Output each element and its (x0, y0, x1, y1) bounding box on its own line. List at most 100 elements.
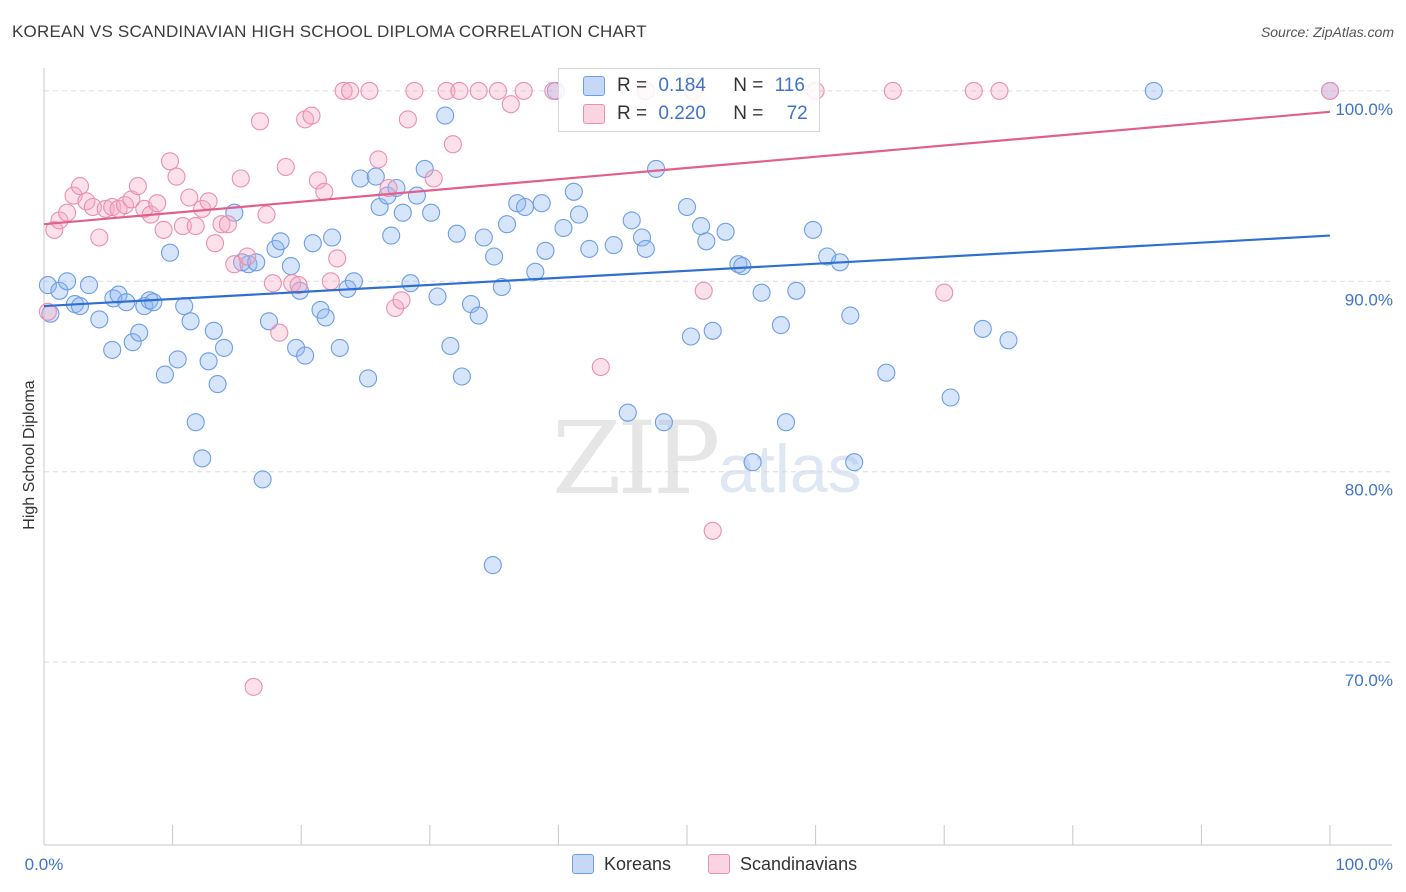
scandinavians-point (270, 323, 289, 342)
axes (43, 68, 1392, 846)
scandinavians-point (405, 81, 424, 100)
koreans-point (647, 159, 666, 178)
scandinavians-point (199, 192, 218, 211)
scandinavians-point (128, 177, 147, 196)
scandinavians-point (250, 112, 270, 131)
scandinavians-point (90, 228, 109, 247)
koreans-point (38, 276, 57, 295)
koreans-point (296, 346, 315, 365)
scandinavians-point (443, 135, 462, 154)
koreans-point (351, 169, 370, 188)
koreans-point (485, 247, 504, 266)
scandinavians-point (263, 274, 282, 293)
legend-n-value: 72 (786, 103, 808, 124)
legend-item-koreans[interactable]: Koreans (572, 852, 671, 876)
koreans-point (382, 226, 401, 245)
koreans-point (580, 239, 599, 258)
legend-item-scandinavians[interactable]: Scandinavians (708, 852, 857, 876)
scandinavians-point (302, 106, 321, 125)
scandinavians-point (450, 81, 469, 100)
koreans-point (1144, 81, 1163, 100)
trend-lines (43, 110, 1331, 308)
koreans-point (941, 388, 960, 407)
koreans-point (50, 281, 69, 300)
koreans-point (604, 236, 623, 255)
koreans-point (79, 276, 99, 295)
koreans-point (973, 319, 992, 338)
koreans-point (90, 310, 109, 329)
scandinavians-point (212, 215, 231, 234)
scandinavians-point (392, 291, 411, 310)
tick-labels: 70.0% 80.0% 90.0% 100.0% 0.0% 100.0% (25, 100, 1393, 874)
scandinavians-point (469, 81, 488, 100)
koreans-point (344, 272, 363, 291)
scandinavians-point (96, 199, 115, 218)
koreans-point (393, 203, 412, 222)
scandinavians-point (38, 302, 57, 321)
scandinavians-point (315, 182, 334, 201)
koreans-point (422, 203, 441, 222)
koreans-point (214, 338, 234, 357)
scandinavians-point (398, 110, 417, 129)
y-tick-label: 80.0% (1345, 481, 1393, 500)
koreans-point (366, 167, 385, 186)
scandinavians-point (334, 81, 353, 100)
koreans-point (441, 336, 460, 356)
scandinavians-point (935, 283, 954, 302)
scandinavians-point (244, 677, 263, 696)
koreans-point (447, 224, 466, 243)
koreans-point (253, 470, 272, 489)
koreans-point (303, 234, 322, 253)
legend-r-label: R = (617, 103, 648, 124)
koreans-point (564, 182, 583, 201)
koreans-point (618, 403, 637, 422)
scandinavians-point (257, 205, 276, 224)
koreans-point (743, 453, 762, 472)
scandinavians-point (514, 81, 533, 100)
koreans-point (845, 453, 864, 472)
scandinavians-point (883, 81, 902, 100)
scandinavians-point (218, 215, 237, 234)
koreans-point (776, 413, 796, 432)
chart-title: KOREAN VS SCANDINAVIAN HIGH SCHOOL DIPLO… (12, 22, 647, 41)
koreans-point (692, 217, 711, 236)
koreans-point (123, 333, 142, 352)
scandinavians-point (328, 249, 347, 268)
koreans-point (186, 413, 205, 432)
koreans-point (155, 365, 174, 384)
legend-label-koreans: Koreans (604, 853, 672, 874)
scandinavians-points (38, 81, 1340, 696)
scandinavians-point (45, 220, 64, 239)
scandinavians-point (276, 157, 295, 177)
scandinavians-point (180, 188, 199, 207)
koreans-point (239, 255, 258, 274)
koreans-point (316, 308, 335, 327)
koreans-point (160, 243, 180, 262)
koreans-point (492, 277, 511, 297)
koreans-point (415, 159, 434, 178)
koreans-points (38, 81, 1340, 575)
scandinavians-point (205, 234, 225, 253)
scandinavians-point (231, 169, 250, 188)
koreans-point (109, 285, 128, 304)
legend-n-value: 116 (774, 75, 805, 96)
scandinavians-trend-line (43, 110, 1331, 226)
koreans-swatch (583, 76, 605, 96)
watermark-zip: ZIP (552, 400, 720, 517)
scandinavians-point (703, 521, 722, 540)
koreans-point (716, 222, 735, 241)
scandinavians-point (50, 211, 69, 230)
koreans-point (204, 321, 223, 340)
koreans-point (175, 297, 194, 316)
scandinavians-point (694, 281, 713, 300)
scandinavians-point (1320, 81, 1340, 100)
koreans-point (428, 287, 447, 306)
koreans-point (232, 253, 252, 272)
koreans-trend-line (43, 234, 1331, 308)
scandinavians-point (990, 81, 1009, 100)
scandinavians-point (173, 217, 192, 236)
watermark-atlas: atlas (718, 431, 862, 507)
koreans-point (515, 197, 535, 217)
koreans-point (436, 106, 455, 125)
